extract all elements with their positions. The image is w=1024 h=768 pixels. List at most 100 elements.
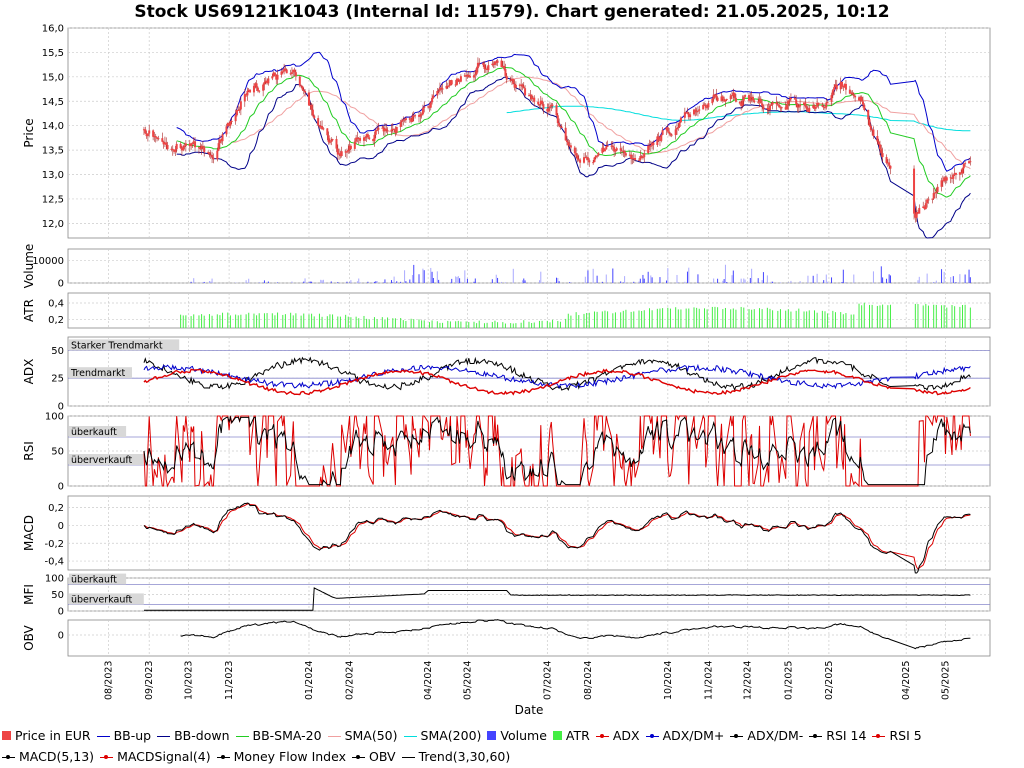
price-candle <box>256 87 259 91</box>
price-candle <box>823 107 826 109</box>
price-candle <box>420 114 423 116</box>
mfi-panel-tick-label: 0 <box>58 607 64 618</box>
price-candle <box>368 137 371 140</box>
price-candle <box>969 161 972 163</box>
volume-panel-tick-label: 10000 <box>32 256 64 267</box>
legend-item: OBV <box>351 746 396 767</box>
price-candle <box>826 102 829 104</box>
price-candle <box>648 145 651 147</box>
price-candle <box>880 149 883 154</box>
price-candle <box>294 72 297 77</box>
price-candle <box>336 148 339 155</box>
price-candle <box>725 98 728 100</box>
rsi-panel-tick-label: 0 <box>58 482 64 493</box>
price-candle <box>711 98 714 104</box>
legend-label: ADX/DM- <box>747 728 804 743</box>
price-candle <box>218 139 221 144</box>
price-candle <box>408 118 411 120</box>
price-candle <box>643 153 646 158</box>
price-candle <box>606 145 609 147</box>
legend-item: RSI 14 <box>809 725 866 746</box>
price-candle <box>504 69 507 76</box>
price-candle <box>289 73 292 75</box>
price-candle <box>669 133 672 135</box>
price-candle <box>698 109 701 111</box>
price-candle <box>753 100 756 103</box>
price-candle <box>495 61 498 63</box>
legend-label: Volume <box>500 728 547 743</box>
price-candle <box>729 95 732 99</box>
price-candle <box>665 127 668 131</box>
price-candle <box>421 107 424 115</box>
price-candle <box>619 148 622 151</box>
price-candle <box>145 133 148 137</box>
price-candle <box>245 94 248 96</box>
legend-label: RSI 14 <box>826 728 867 743</box>
price-candle <box>174 149 177 152</box>
price-candle <box>284 68 287 70</box>
price-candle <box>161 138 164 142</box>
price-candle <box>652 142 655 146</box>
volume-panel-tick-label: 0 <box>58 279 64 290</box>
price-candle <box>381 127 384 129</box>
price-candle <box>226 122 229 127</box>
price-candle <box>786 104 789 110</box>
legend-swatch <box>403 736 417 737</box>
price-candle <box>258 90 261 92</box>
price-candle <box>225 126 228 135</box>
price-candle <box>322 128 325 130</box>
price-candle <box>915 212 918 218</box>
price-candle <box>255 83 258 88</box>
rsi14-line <box>143 415 971 486</box>
rsi-band-label: überverkauft <box>71 455 133 466</box>
price-candle <box>551 104 554 106</box>
price-candle <box>410 119 413 122</box>
legend-item: MACDSignal(4) <box>100 746 211 767</box>
price-candle <box>229 120 232 126</box>
price-candle <box>889 165 892 169</box>
price-candle <box>638 159 641 161</box>
price-candle <box>960 172 963 174</box>
price-candle <box>796 104 799 108</box>
price-candle <box>309 104 312 106</box>
price-candle <box>649 145 652 147</box>
price-candle <box>475 68 478 75</box>
price-candle <box>852 94 855 96</box>
price-candle <box>564 127 567 141</box>
price-candle <box>538 104 541 106</box>
price-candle <box>230 120 233 122</box>
price-candle <box>594 155 597 158</box>
price-candle <box>330 140 333 142</box>
price-candle <box>821 104 824 107</box>
macd-panel-tick-label: 0 <box>58 521 64 532</box>
x-tick-label: 02/2025 <box>824 661 835 700</box>
price-candle <box>190 143 193 147</box>
price-candle <box>702 104 705 110</box>
price-candle <box>732 92 735 96</box>
x-tick-label: 05/2024 <box>462 661 473 700</box>
price-candle <box>427 106 430 108</box>
price-candle <box>509 79 512 81</box>
price-candle <box>715 94 718 98</box>
legend-swatch <box>216 755 230 759</box>
price-candle <box>927 199 930 201</box>
price-candle <box>246 90 249 96</box>
legend-label: MACDSignal(4) <box>117 749 211 764</box>
price-candle <box>165 142 168 145</box>
price-candle <box>450 80 453 85</box>
price-candle <box>275 75 278 80</box>
price-candle <box>913 168 916 214</box>
price-candle <box>153 136 156 138</box>
price-candle <box>465 75 468 77</box>
price-candle <box>805 106 808 110</box>
price-candle <box>843 83 846 88</box>
price-candle <box>454 84 457 86</box>
price-candle <box>787 100 790 105</box>
price-candle <box>216 150 219 160</box>
price-candle <box>345 151 348 153</box>
stock-chart: 12,0 12,5 13,0 13,5 14,0 14,5 15,0 15,5 16,0 Pric… <box>22 24 991 717</box>
obv-line <box>180 619 971 650</box>
price-candle <box>541 100 544 105</box>
price-candle <box>789 97 792 100</box>
price-candle <box>281 71 284 73</box>
